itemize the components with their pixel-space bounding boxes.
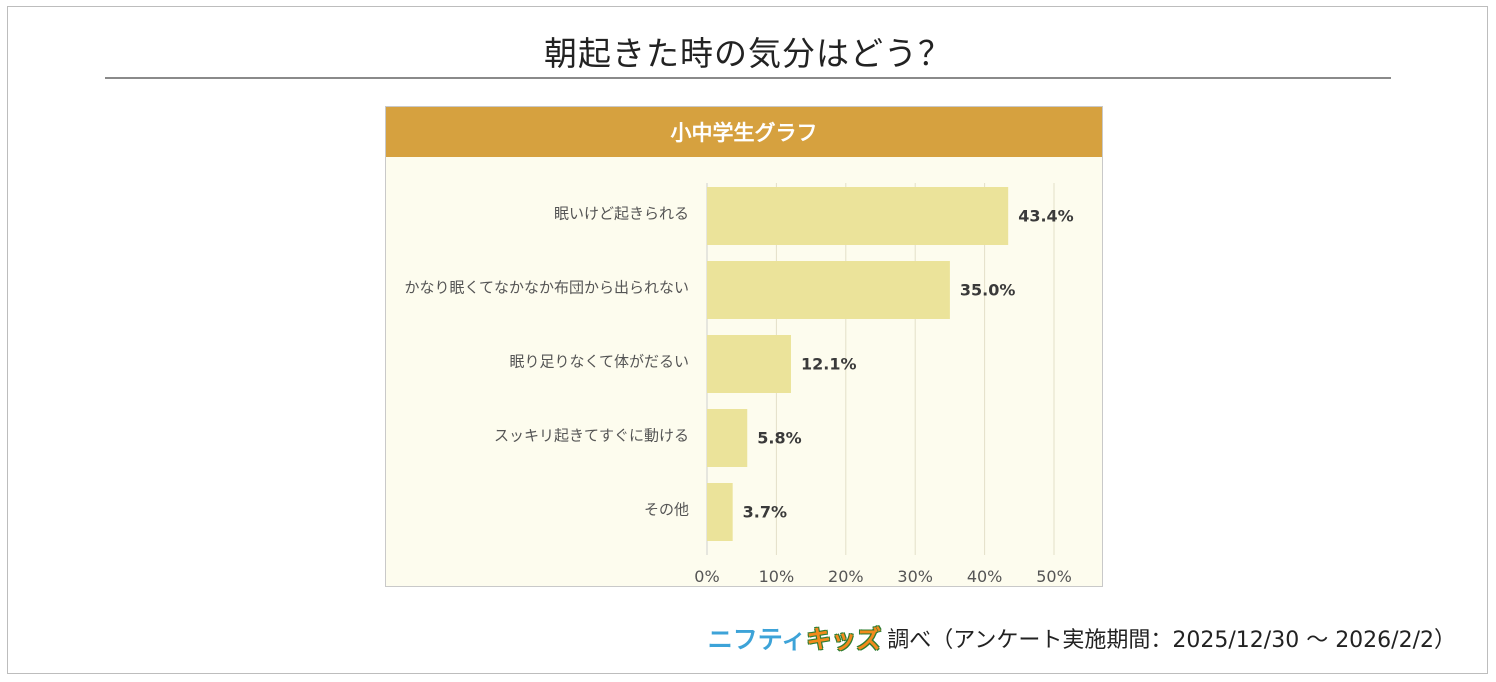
bar-chart: 0% 10% 20% 30% 40% 50% 眠いけど起きられる 43.4% かなり眠くてなかな… (404, 183, 1074, 586)
bar (707, 409, 748, 467)
value-label: 35.0% (960, 281, 1016, 300)
logo-text-nifty: ニフティ (707, 625, 807, 654)
value-label: 5.8% (757, 429, 801, 448)
page-title: 朝起きた時の気分はどう？ (544, 34, 952, 73)
logo-text-kids: キッズ (806, 625, 882, 654)
x-tick-label: 40% (967, 567, 1003, 586)
x-tick-label: 50% (1036, 567, 1072, 586)
bar (707, 335, 791, 393)
x-tick-label: 0% (694, 567, 719, 586)
chart-title: 小中学生グラフ (386, 107, 1102, 157)
category-label: かなり眠くてなかなか布団から出られない (404, 279, 689, 297)
category-label: 眠いけど起きられる (554, 205, 689, 223)
category-label: スッキリ起きてすぐに動ける (494, 427, 689, 445)
x-tick-label: 30% (897, 567, 933, 586)
value-label: 43.4% (1018, 207, 1074, 226)
category-label: その他 (644, 501, 689, 519)
bar (707, 483, 733, 541)
survey-period-text: 調べ（アンケート実施期間：2025/12/30 ～ 2026/2/2） (887, 628, 1456, 653)
category-label: 眠り足りなくて体がだるい (509, 353, 689, 371)
value-label: 12.1% (801, 355, 857, 374)
bar (707, 261, 950, 319)
title-divider (105, 77, 1391, 79)
value-label: 3.7% (743, 503, 787, 522)
bar (707, 187, 1009, 245)
x-tick-label: 10% (759, 567, 795, 586)
x-tick-label: 20% (828, 567, 864, 586)
footer-source: ニフティ キッズ 調べ（アンケート実施期間：2025/12/30 ～ 2026/… (708, 620, 1456, 656)
nifty-kids-logo: ニフティ キッズ (708, 620, 882, 656)
chart-panel: 小中学生グラフ 0% 10% 20% 30% 40% 50% 眠いけど起きられる 43.4% か… (385, 106, 1103, 587)
